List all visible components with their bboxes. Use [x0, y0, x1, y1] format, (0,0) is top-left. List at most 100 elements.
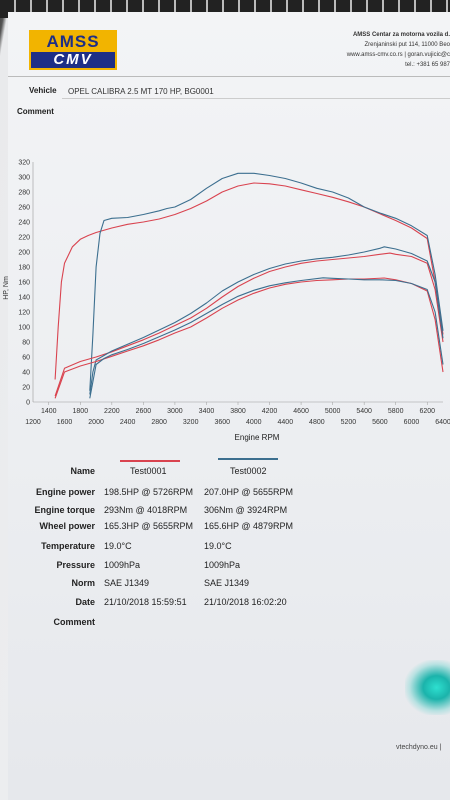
x-tick-label: 2000 — [88, 419, 104, 426]
y-tick-label: 300 — [18, 175, 30, 182]
y-tick-label: 140 — [18, 295, 30, 302]
y-tick-label: 260 — [18, 205, 30, 212]
x-tick-label: 4800 — [309, 419, 325, 426]
x-tick-label: 5000 — [325, 408, 341, 415]
x-tick-label: 1400 — [41, 408, 57, 415]
result-value-test2: 21/10/2018 16:02:20 — [204, 597, 287, 607]
x-tick-label: 6000 — [404, 419, 420, 426]
y-axis-label: HP, Nm — [3, 276, 10, 300]
test1-name: Test0001 — [130, 466, 167, 476]
x-tick-label: 5600 — [372, 419, 388, 426]
header-divider — [8, 76, 450, 77]
x-tick-label: 3600 — [214, 419, 230, 426]
company-address: Zrenjaninski put 114, 11000 Beo — [364, 42, 450, 48]
result-value-test2: 207.0HP @ 5655RPM — [204, 487, 294, 497]
result-value-test1: 19.0°C — [104, 541, 132, 551]
x-tick-label: 4600 — [293, 408, 309, 415]
x-tick-label: 1200 — [25, 419, 41, 426]
company-name: AMSS Centar za motorna vozila d. — [352, 32, 450, 38]
x-tick-label: 5400 — [356, 408, 372, 415]
x-tick-label: 3200 — [183, 419, 199, 426]
y-tick-label: 240 — [18, 220, 30, 227]
result-value-test1: 21/10/2018 15:59:51 — [104, 597, 187, 607]
test1-power-line — [54, 252, 444, 397]
y-tick-label: 40 — [22, 370, 30, 377]
result-value-test1: 165.3HP @ 5655RPM — [104, 521, 194, 531]
result-label: Date — [75, 597, 95, 607]
x-tick-label: 3800 — [230, 408, 246, 415]
y-tick-label: 320 — [18, 160, 30, 167]
y-tick-label: 280 — [18, 190, 30, 197]
x-tick-label: 3400 — [199, 408, 215, 415]
x-tick-label: 2800 — [151, 419, 167, 426]
x-tick-label: 4200 — [262, 408, 278, 415]
y-tick-label: 200 — [18, 250, 30, 257]
y-tick-label: 160 — [18, 280, 30, 287]
x-tick-label: 4000 — [246, 419, 262, 426]
x-tick-label: 1800 — [73, 408, 89, 415]
result-label: Engine torque — [34, 505, 96, 515]
y-tick-labels: 0 20 40 60 80 100 120 140 160 180 200 220 240 260 280 3… — [18, 160, 30, 407]
footer-text: vtechdyno.eu | — [396, 744, 442, 751]
result-value-test1: 1009hPa — [104, 560, 141, 570]
x-tick-label: 1600 — [57, 419, 73, 426]
chart-series — [54, 172, 444, 399]
result-value-test2: 165.6HP @ 4879RPM — [204, 521, 294, 531]
vehicle-divider — [62, 98, 450, 99]
result-label: Comment — [53, 617, 95, 627]
y-tick-label: 80 — [22, 340, 30, 347]
test2-power-line — [89, 246, 444, 395]
amss-cmv-logo: AMSS CMV — [29, 30, 117, 70]
y-tick-label: 20 — [22, 385, 30, 392]
x-tick-label: 6400 — [435, 419, 450, 426]
test2-legend-line — [218, 458, 278, 460]
test1-torque-line — [54, 182, 444, 380]
y-tick-label: 60 — [22, 355, 30, 362]
y-tick-label: 120 — [18, 310, 30, 317]
vehicle-label: Vehicle — [29, 86, 57, 95]
y-tick-label: 0 — [26, 400, 30, 407]
y-tick-label: 220 — [18, 235, 30, 242]
result-label: Temperature — [41, 541, 95, 551]
vehicle-value: OPEL CALIBRA 2.5 MT 170 HP, BG0001 — [68, 87, 214, 96]
result-value-test2: 306Nm @ 3924RPM — [204, 505, 288, 515]
result-value-test1: SAE J1349 — [104, 578, 150, 588]
logo-top-text: AMSS — [31, 32, 115, 52]
company-info: AMSS Centar za motorna vozila d. Zrenjan… — [300, 30, 450, 70]
result-value-test1: 198.5HP @ 5726RPM — [104, 487, 194, 497]
x-axis-label: Engine RPM — [235, 433, 280, 442]
result-label: Pressure — [56, 560, 95, 570]
result-value-test1: 293Nm @ 4018RPM — [104, 505, 188, 515]
result-label: Name — [70, 466, 95, 476]
result-value-test2: 19.0°C — [204, 541, 232, 551]
logo-bottom-text: CMV — [53, 51, 93, 68]
x-tick-label: 5800 — [388, 408, 404, 415]
x-tick-labels: 1400 1800 2200 2600 3000 3400 3800 4200 4600 5000… — [25, 408, 450, 426]
result-label: Wheel power — [39, 521, 95, 531]
test1-legend-line — [120, 460, 180, 462]
dyno-report-sheet — [8, 12, 450, 800]
test1-wheel-line — [54, 277, 444, 399]
y-tick-label: 100 — [18, 325, 30, 332]
x-tick-label: 6200 — [419, 408, 435, 415]
result-value-test2: 1009hPa — [204, 560, 241, 570]
green-reflection — [405, 660, 450, 715]
x-tick-label: 5200 — [341, 419, 357, 426]
test2-torque-line — [89, 172, 444, 391]
x-tick-label: 4400 — [278, 419, 294, 426]
result-label: Norm — [71, 578, 95, 588]
test2-name: Test0002 — [230, 466, 267, 476]
test2-wheel-line — [89, 277, 444, 399]
company-phone: tel.: +381 65 987 — [405, 62, 450, 68]
y-tick-label: 180 — [18, 265, 30, 272]
comment-label: Comment — [17, 107, 54, 116]
result-label: Engine power — [35, 487, 95, 497]
x-tick-label: 2600 — [136, 408, 152, 415]
x-tick-label: 2200 — [104, 408, 120, 415]
result-value-test2: SAE J1349 — [204, 578, 250, 588]
x-tick-label: 3000 — [167, 408, 183, 415]
dyno-chart: 0 20 40 60 80 100 120 140 160 180 200 220 240 260 280 3… — [3, 160, 450, 443]
x-tick-label: 2400 — [120, 419, 136, 426]
company-web: www.amss-cmv.co.rs | goran.vujicic@c — [346, 52, 450, 58]
chart-grid — [32, 162, 443, 405]
